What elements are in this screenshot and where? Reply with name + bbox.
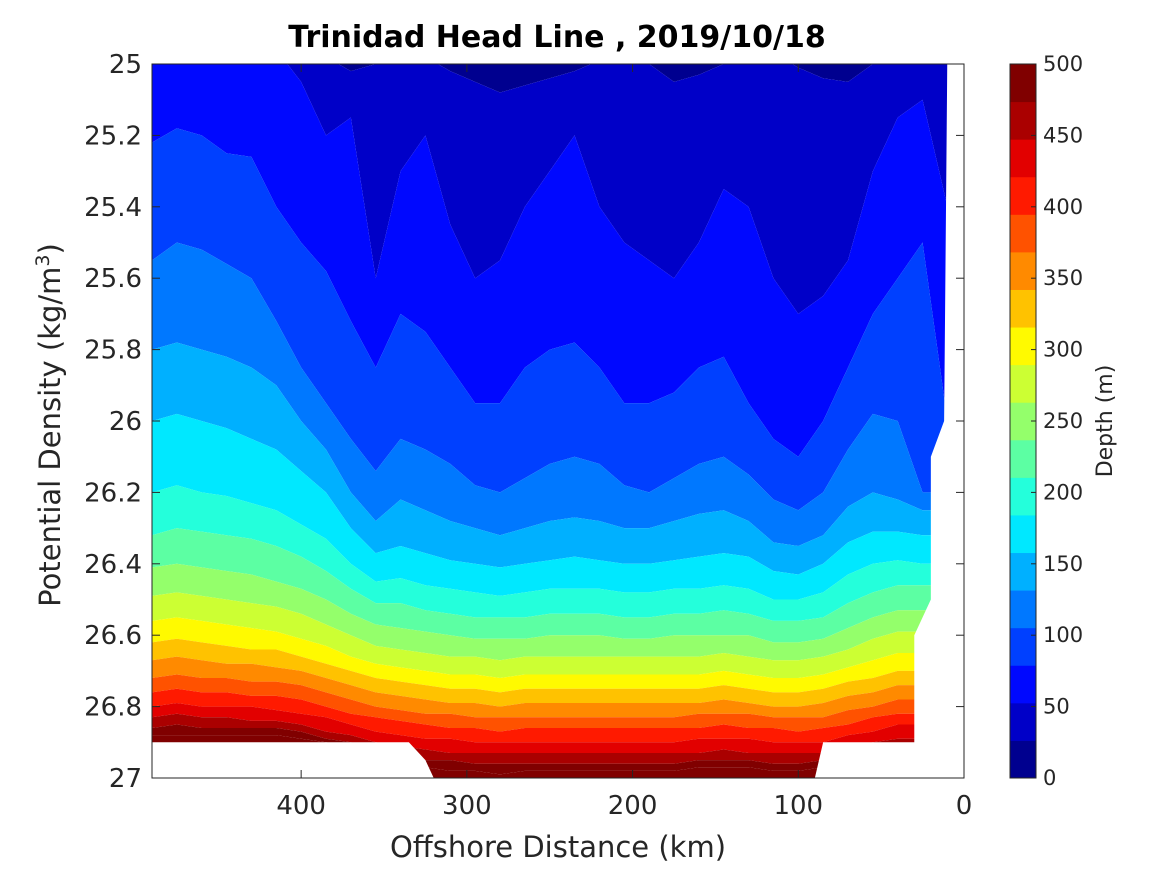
colorbar-tick-label: 250	[1043, 409, 1083, 433]
colorbar-tick-label: 300	[1043, 338, 1083, 362]
colorbar-swatch	[1010, 439, 1036, 478]
colorbar-swatch	[1010, 214, 1036, 253]
colorbar-tick-label: 0	[1043, 766, 1056, 790]
colorbar-swatch	[1010, 251, 1036, 290]
y-axis-label: Potential Density (kg/m3)	[32, 243, 67, 607]
colorbar-swatch	[1010, 514, 1036, 554]
contour-band-6	[152, 413, 948, 600]
colorbar-swatch	[1010, 139, 1036, 178]
chart-title: Trinidad Head Line , 2019/10/18	[288, 20, 825, 55]
contour-band-11	[152, 617, 948, 693]
contour-band-0	[338, 64, 873, 93]
colorbar-tick-label: 150	[1043, 552, 1083, 576]
x-tick-label: 400	[276, 791, 326, 821]
colorbar-swatch	[1010, 364, 1036, 403]
colorbar-swatch	[1010, 64, 1036, 103]
x-tick-label: 300	[442, 791, 492, 821]
y-tick-label: 25.8	[84, 336, 142, 366]
y-tick-label: 25.4	[84, 193, 142, 223]
colorbar-label: Depth (m)	[1093, 365, 1118, 478]
colorbar-swatch	[1010, 740, 1036, 779]
y-tick-label: 26	[109, 407, 142, 437]
colorbar-tick-label: 500	[1043, 52, 1083, 76]
y-axis: 25 25.2 25.4 25.6 25.8 26 26.2 26.4 26.6 26.8 27	[84, 50, 964, 794]
x-tick-label: 0	[956, 791, 973, 821]
colorbar-swatch	[1010, 552, 1036, 591]
contour-band-16	[152, 703, 948, 754]
plot-area	[151, 63, 965, 779]
colorbar-tick-label: 200	[1043, 480, 1083, 504]
colorbar-swatch	[1010, 590, 1036, 629]
contour-band-13	[152, 656, 948, 718]
colorbar-swatch	[1010, 289, 1036, 328]
colorbar-swatch	[1010, 176, 1036, 215]
y-tick-label: 26.6	[84, 621, 142, 651]
x-axis: 400 300 200 100 0	[276, 64, 972, 821]
y-tick-label: 26.2	[84, 478, 142, 508]
colorbar-swatch	[1010, 665, 1036, 704]
contour-band-17	[152, 713, 948, 764]
colorbar-swatch	[1010, 702, 1036, 741]
x-axis-label: Offshore Distance (km)	[390, 830, 726, 864]
y-tick-label: 26.8	[84, 693, 142, 723]
colorbar-tick-label: 400	[1043, 195, 1083, 219]
colorbar-swatch	[1010, 627, 1036, 666]
contour-band-12	[152, 638, 948, 707]
y-tick-label: 25	[109, 50, 142, 80]
y-axis-label-superscript: 3	[32, 254, 54, 266]
contour-band-15	[152, 688, 948, 743]
contour-band-14	[152, 674, 948, 732]
contour-band-5	[152, 342, 948, 575]
colorbar-ticks: 0 50 100 150 200 250 300 350 400 450 500	[1031, 52, 1083, 790]
x-tick-label: 200	[608, 791, 658, 821]
contour-band-7	[152, 485, 948, 621]
colorbar-tick-label: 50	[1043, 695, 1070, 719]
y-axis-label-text: Potential Density (kg/m	[33, 267, 67, 607]
y-tick-label: 25.6	[84, 264, 142, 294]
contour-band-4	[152, 242, 948, 546]
colorbar-swatch	[1010, 477, 1036, 516]
contour-band-18	[152, 724, 948, 775]
contour-band-9	[152, 563, 948, 661]
contour-bands	[152, 64, 964, 778]
colorbar-swatch	[1010, 327, 1036, 366]
contour-band-2	[152, 64, 948, 457]
y-tick-label: 27	[109, 764, 142, 794]
y-tick-label: 26.4	[84, 550, 142, 580]
colorbar	[1009, 63, 1037, 779]
y-tick-label: 25.2	[84, 121, 142, 151]
colorbar-swatch	[1010, 101, 1036, 140]
y-axis-label-close: )	[33, 243, 67, 254]
colorbar-tick-label: 100	[1043, 623, 1083, 647]
x-tick-label: 100	[773, 791, 823, 821]
contour-band-1	[287, 64, 948, 314]
colorbar-tick-label: 350	[1043, 266, 1083, 290]
contour-band-3	[152, 128, 948, 511]
colorbar-tick-label: 450	[1043, 123, 1083, 147]
